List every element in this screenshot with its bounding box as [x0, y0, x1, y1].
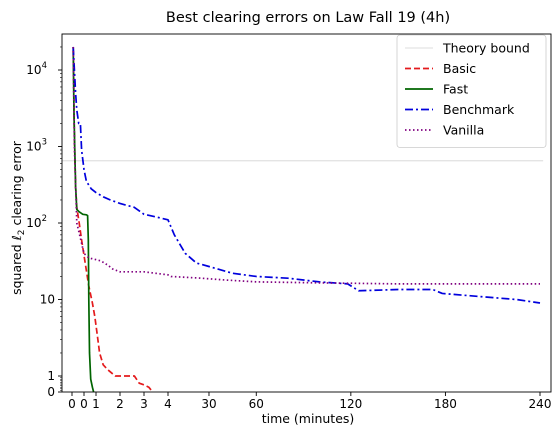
legend-label: Fast — [443, 82, 468, 97]
x-tick-label: 240 — [529, 397, 552, 411]
y-axis-label-suffix: clearing error — [9, 140, 24, 229]
y-tick-label: 10 — [40, 293, 55, 307]
chart-title: Best clearing errors on Law Fall 19 (4h) — [166, 10, 450, 26]
y-tick-label: 0 — [47, 385, 55, 399]
y-axis-label-ell: ℓ — [9, 235, 24, 241]
legend-label: Basic — [443, 61, 476, 76]
y-tick-exponent: 3 — [42, 138, 47, 148]
x-tick-label: 120 — [339, 397, 362, 411]
series-line-basic — [72, 50, 154, 392]
x-tick-label: 60 — [249, 397, 264, 411]
y-tick-exponent: 4 — [42, 61, 47, 71]
y-tick-exponent: 2 — [42, 214, 47, 224]
y-tick-label: 1 — [47, 369, 55, 383]
x-tick-label: 4 — [164, 397, 172, 411]
y-tick-label: 102 — [26, 214, 47, 230]
y-axis: 0 1 10 102 103 104 — [26, 46, 62, 399]
y-tick-label: 103 — [26, 138, 47, 154]
x-axis-label: time (minutes) — [262, 411, 355, 426]
x-tick-label: 2 — [116, 397, 124, 411]
series-layer — [72, 46, 541, 392]
plot-area — [61, 33, 552, 393]
y-tick-label: 104 — [26, 61, 47, 77]
y-axis-label-prefix: squared — [9, 240, 24, 295]
x-axis: 0 0 1 2 3 4 30 60 120 180 240 — [68, 392, 551, 411]
series-line-vanilla — [72, 46, 540, 285]
series-line-benchmark — [72, 46, 541, 304]
y-axis-label-sub: 2 — [17, 229, 27, 235]
x-tick-label: 1 — [92, 397, 100, 411]
x-tick-label: 3 — [140, 397, 148, 411]
x-tick-label: 30 — [201, 397, 216, 411]
legend-label: Theory bound — [442, 41, 530, 56]
y-axis-label: squared ℓ2 clearing error — [9, 140, 27, 295]
series-line-fast — [72, 46, 95, 392]
legend-label: Vanilla — [443, 123, 484, 138]
legend-label: Benchmark — [443, 102, 515, 117]
legend: Theory bound Basic Fast Benchmark Vanilla — [396, 34, 547, 148]
x-tick-label: 0 — [80, 397, 88, 411]
x-tick-label: 0 — [68, 397, 76, 411]
x-tick-label: 180 — [434, 397, 457, 411]
legend-box — [396, 34, 547, 148]
